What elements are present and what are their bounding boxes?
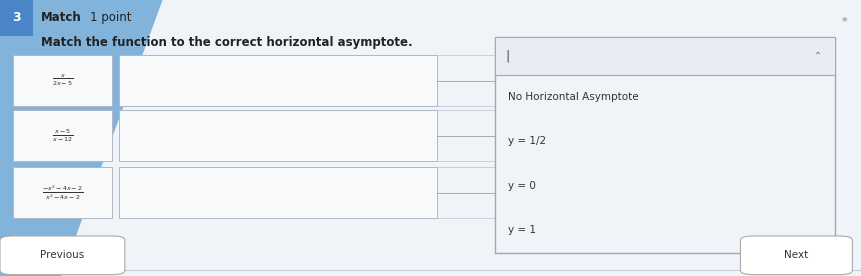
Text: $\frac{x-5}{x-12}$: $\frac{x-5}{x-12}$ (52, 128, 73, 144)
Polygon shape (0, 0, 164, 276)
FancyBboxPatch shape (495, 37, 835, 253)
FancyBboxPatch shape (13, 55, 112, 106)
FancyBboxPatch shape (13, 110, 112, 161)
Text: $\frac{x}{2x-5}$: $\frac{x}{2x-5}$ (52, 73, 73, 88)
Text: Previous: Previous (40, 250, 84, 260)
Text: 3: 3 (12, 11, 21, 25)
Text: y = 1/2: y = 1/2 (508, 136, 546, 146)
Text: 1 point: 1 point (90, 11, 132, 25)
FancyBboxPatch shape (495, 37, 835, 75)
Text: ★: ★ (840, 15, 848, 24)
Text: y = 1: y = 1 (508, 225, 536, 235)
FancyBboxPatch shape (119, 167, 437, 218)
Text: Next: Next (784, 250, 808, 260)
FancyBboxPatch shape (0, 0, 33, 36)
Text: Match: Match (41, 11, 82, 25)
Text: Match the function to the correct horizontal asymptote.: Match the function to the correct horizo… (41, 36, 413, 49)
FancyBboxPatch shape (119, 110, 437, 161)
FancyBboxPatch shape (0, 236, 125, 275)
FancyBboxPatch shape (13, 167, 112, 218)
FancyBboxPatch shape (740, 236, 852, 275)
Text: ⌃: ⌃ (815, 51, 822, 61)
Text: |: | (505, 49, 510, 62)
Text: y = 0: y = 0 (508, 181, 536, 191)
Text: No Horizontal Asymptote: No Horizontal Asymptote (508, 92, 639, 102)
Text: $\frac{-x^2-4x-2}{x^2-4x-2}$: $\frac{-x^2-4x-2}{x^2-4x-2}$ (41, 183, 84, 202)
FancyBboxPatch shape (119, 55, 437, 106)
